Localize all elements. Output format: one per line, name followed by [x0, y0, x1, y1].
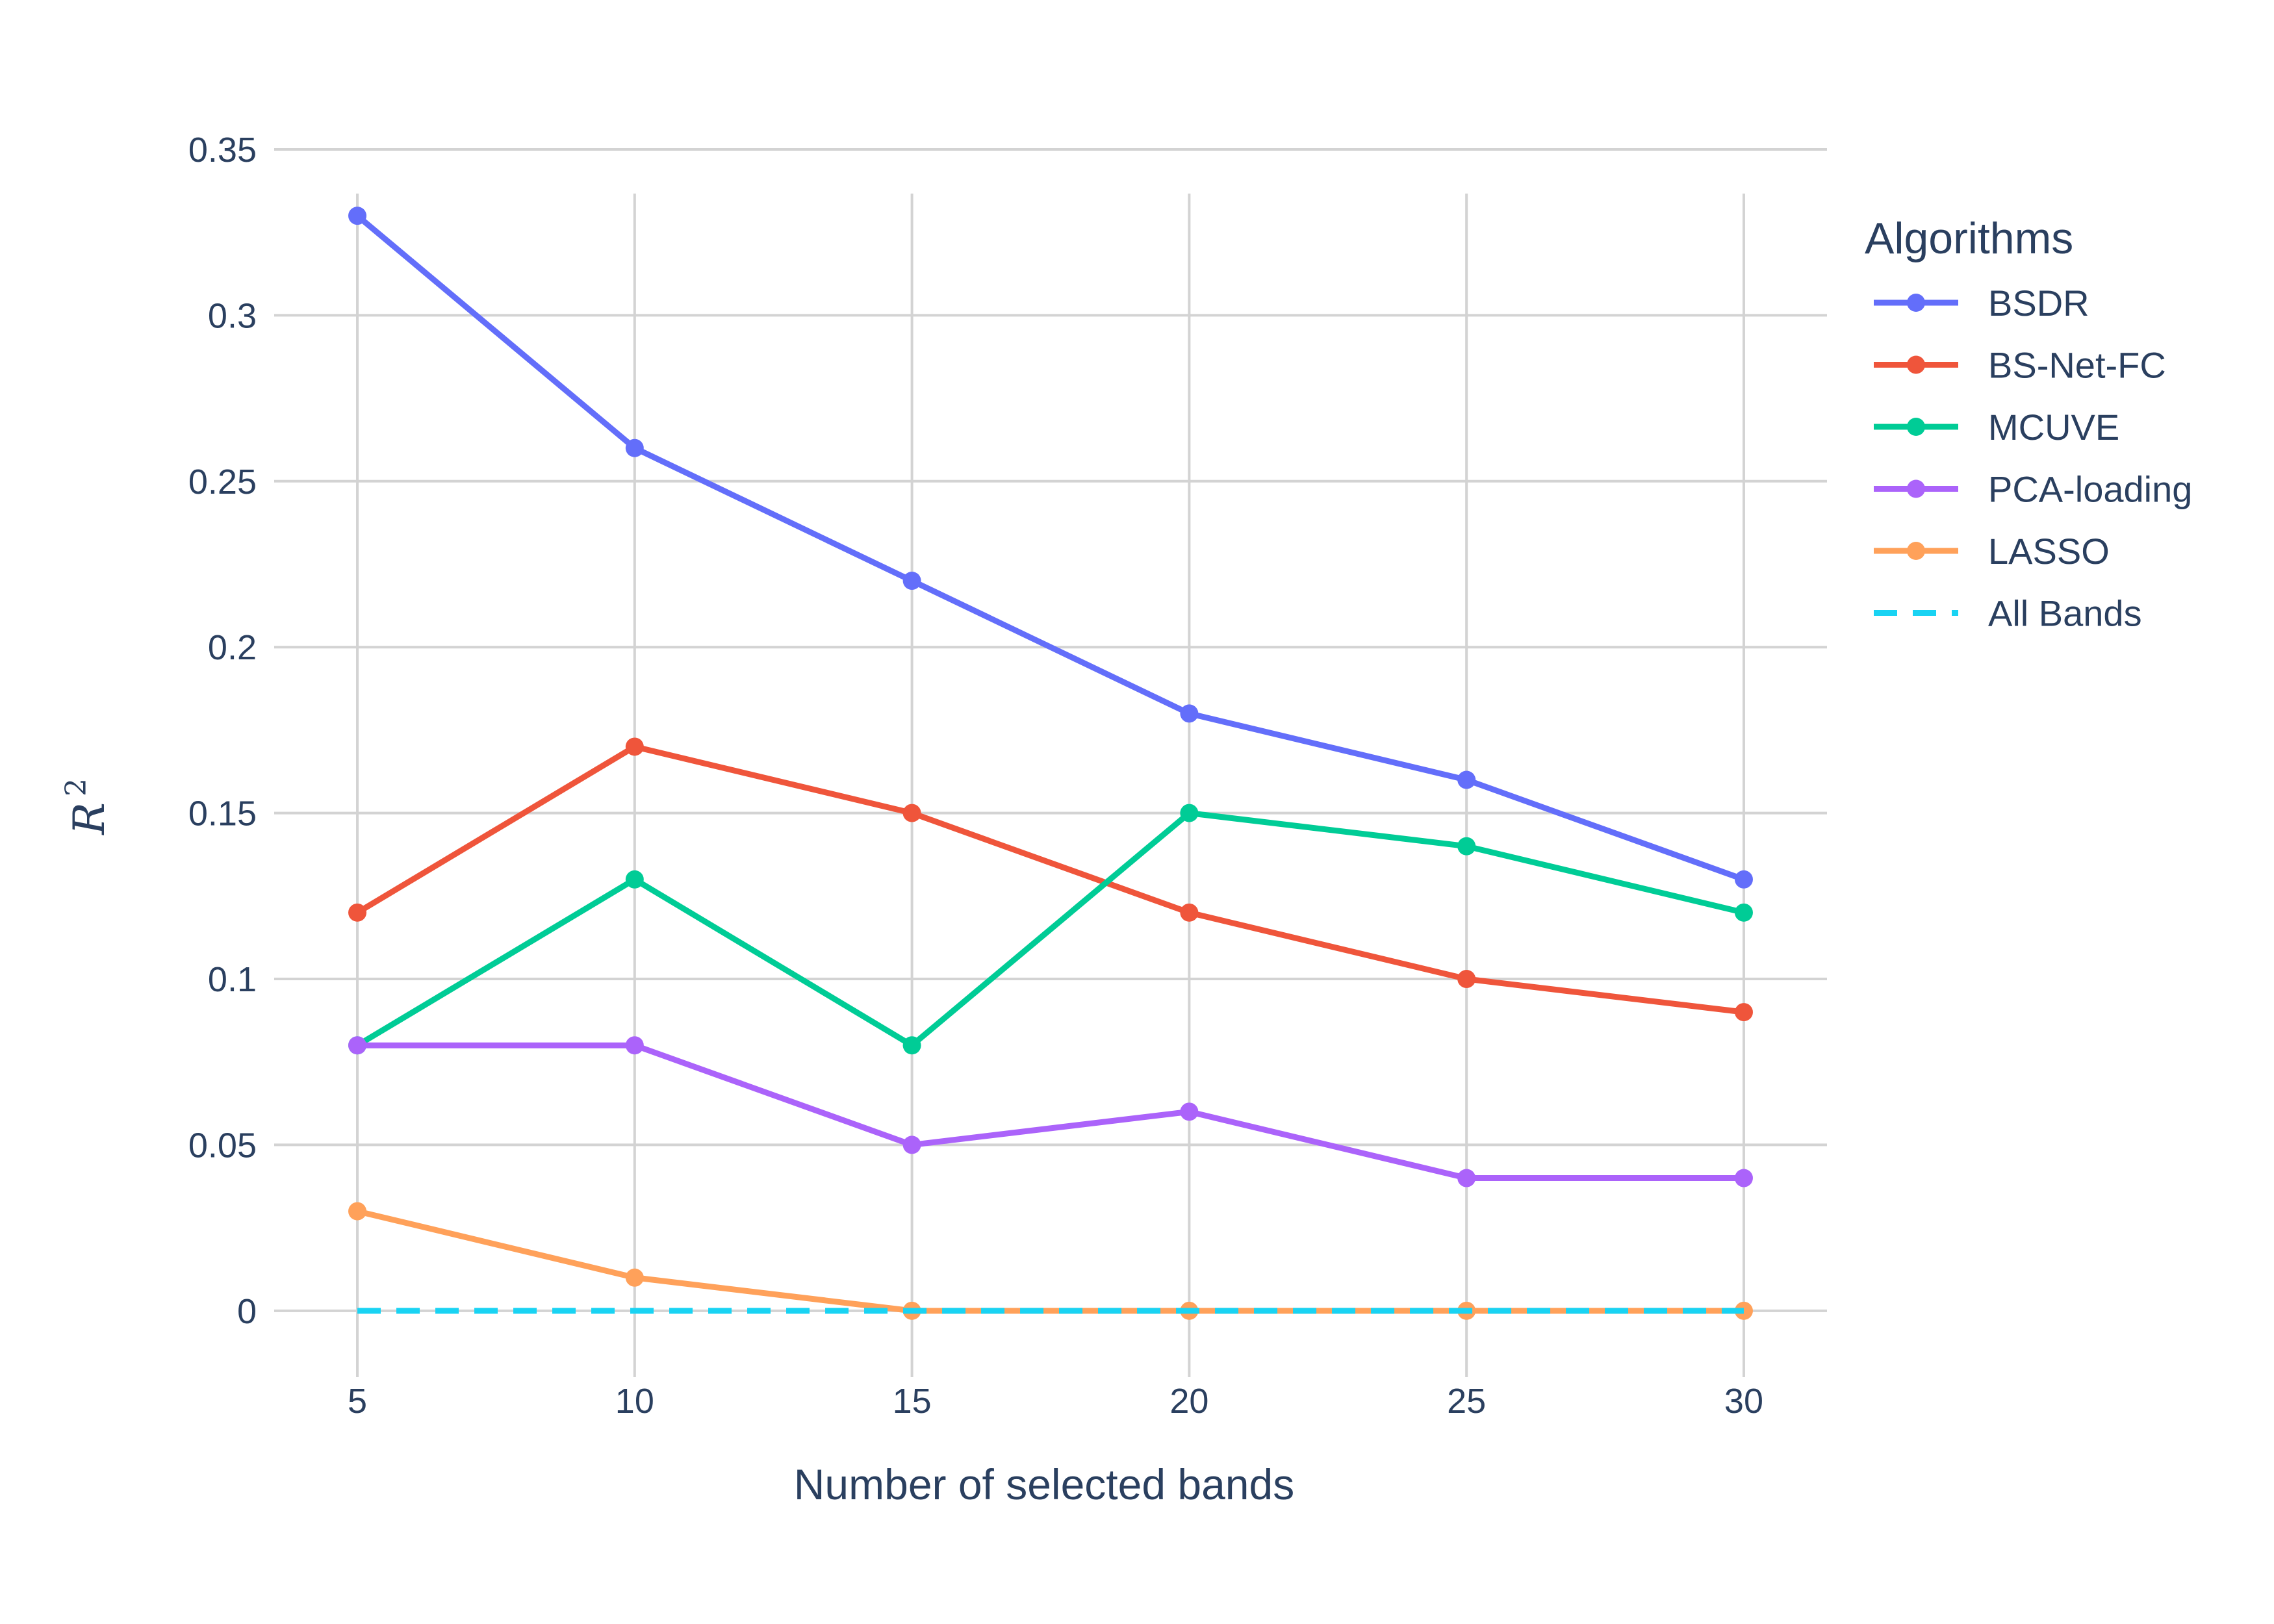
data-point-bs-net-fc [1457, 970, 1476, 989]
legend-label: LASSO [1988, 531, 2110, 572]
data-point-pca-loading [1180, 1102, 1199, 1121]
x-axis-title: Number of selected bands [794, 1460, 1294, 1508]
series-bs-net-fc [348, 737, 1753, 1022]
series-line-pca-loading [357, 1042, 1744, 1182]
data-point-bsdr [1734, 870, 1753, 889]
legend-marker [1907, 542, 1925, 560]
data-point-bsdr [625, 438, 644, 457]
series-pca-loading [348, 1036, 1753, 1187]
x-tick-label: 15 [893, 1382, 932, 1421]
data-point-mcuve [1180, 804, 1199, 822]
series-line-bs-net-fc [355, 743, 1744, 1015]
y-axis-title-main: R [64, 802, 114, 835]
series-line-bsdr [355, 213, 1745, 883]
data-point-bs-net-fc [902, 804, 921, 822]
x-tick-label: 10 [615, 1382, 654, 1421]
series-line-lasso [356, 1208, 1744, 1314]
data-point-mcuve [625, 870, 644, 889]
y-tick-label: 0.1 [208, 960, 257, 999]
y-tick-label: 0.25 [188, 463, 257, 501]
data-point-lasso [348, 1202, 367, 1221]
legend-label: PCA-loading [1988, 469, 2192, 510]
data-point-bsdr [1180, 704, 1199, 723]
series-mcuve [348, 804, 1753, 1055]
data-point-bs-net-fc [625, 737, 644, 756]
y-tick-label: 0.2 [208, 628, 257, 667]
legend-label: MCUVE [1988, 407, 2119, 448]
series-bsdr [348, 207, 1753, 889]
legend-item-bsdr[interactable]: BSDR [1874, 283, 2089, 324]
data-point-mcuve [902, 1036, 921, 1055]
legend-title: Algorithms [1865, 214, 2073, 263]
y-axis-title-superscript: 2 [60, 778, 93, 796]
data-point-pca-loading [1457, 1169, 1476, 1187]
axis-ticks: 0 0.05 0.1 0.15 0.2 0.25 0.3 0.35 5 10 15 20 25 30 [188, 131, 1763, 1421]
y-tick-label: 0 [237, 1292, 257, 1331]
series-line-mcuve [355, 810, 1745, 1048]
y-tick-label: 0.3 [208, 296, 257, 335]
y-tick-label: 0.15 [188, 794, 257, 833]
y-tick-label: 0.35 [188, 131, 257, 170]
legend-marker [1907, 294, 1925, 312]
data-point-bs-net-fc [1180, 903, 1199, 922]
data-point-pca-loading [1734, 1169, 1753, 1187]
data-point-pca-loading [625, 1036, 644, 1055]
data-point-bsdr [902, 572, 921, 590]
data-point-bsdr [1457, 770, 1476, 789]
legend-label: BS-Net-FC [1988, 345, 2166, 386]
legend-marker [1907, 355, 1925, 374]
series-lasso [348, 1202, 1753, 1320]
legend-item-pca-loading[interactable]: PCA-loading [1874, 469, 2192, 510]
data-point-bsdr [348, 207, 367, 225]
y-axis-title: R 2 [60, 778, 114, 835]
x-tick-label: 20 [1169, 1382, 1208, 1421]
legend-marker [1907, 418, 1925, 436]
legend-item-all-bands[interactable]: All Bands [1874, 593, 2142, 634]
y-tick-label: 0.05 [188, 1126, 257, 1165]
legend-marker [1907, 479, 1925, 498]
legend-label: BSDR [1988, 283, 2089, 324]
legend-item-bs-net-fc[interactable]: BS-Net-FC [1874, 345, 2166, 386]
x-tick-label: 30 [1724, 1382, 1763, 1421]
data-point-lasso [625, 1268, 644, 1287]
legend-label: All Bands [1988, 593, 2142, 634]
data-point-mcuve [1457, 837, 1476, 856]
data-point-mcuve [1734, 903, 1753, 922]
grid [274, 148, 1827, 1377]
legend-item-lasso[interactable]: LASSO [1874, 531, 2110, 572]
legend-item-mcuve[interactable]: MCUVE [1874, 407, 2119, 448]
data-point-pca-loading [348, 1036, 367, 1055]
legend: Algorithms BSDR BS-Net-FC MCUVE PCA-loading… [1865, 214, 2192, 634]
series-lines [348, 207, 1753, 1320]
x-tick-label: 5 [348, 1382, 367, 1421]
data-point-bs-net-fc [348, 903, 367, 922]
x-tick-label: 25 [1447, 1382, 1486, 1421]
data-point-bs-net-fc [1734, 1003, 1753, 1022]
data-point-pca-loading [902, 1136, 921, 1154]
